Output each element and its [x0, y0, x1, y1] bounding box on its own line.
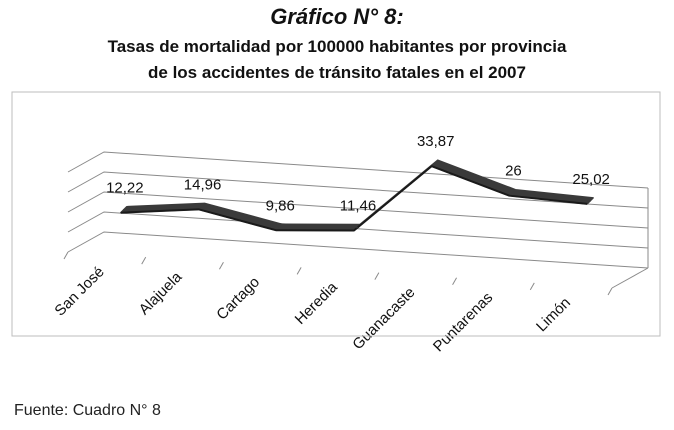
axis-tick	[218, 262, 224, 270]
series-line	[120, 165, 588, 232]
axis-tick	[141, 256, 147, 265]
chart-title: Tasas de mortalidad por 100000 habitante…	[0, 34, 674, 86]
axis-tick	[296, 267, 302, 275]
data-point	[200, 205, 203, 208]
category-label: Limón	[533, 294, 574, 335]
gridline	[67, 191, 649, 229]
data-label: 25,02	[572, 171, 610, 188]
category-label: Guanacaste	[349, 284, 418, 353]
floor-edge	[611, 267, 649, 289]
category-label: Alajuela	[136, 268, 186, 318]
chart-title-line-1: Tasas de mortalidad por 100000 habitante…	[107, 37, 567, 56]
axis-tick	[529, 282, 535, 291]
axis-tick	[452, 277, 458, 285]
data-label: 12,22	[106, 180, 144, 197]
data-point	[589, 200, 591, 202]
category-label: San José	[51, 263, 107, 319]
data-label: 14,96	[184, 176, 222, 193]
plot-frame	[11, 91, 661, 337]
line-chart: 12,22 14,96 9,86 11,46 33,87 26 25,02 San José A…	[11, 91, 661, 355]
gridline	[67, 211, 649, 249]
data-point	[278, 226, 281, 229]
axis-tick	[374, 272, 380, 280]
category-label: Heredia	[292, 278, 342, 328]
data-label: 33,87	[417, 133, 455, 150]
data-label: 26	[505, 163, 522, 180]
chart-label: Gráfico N° 8:	[270, 4, 404, 29]
gridline	[67, 171, 649, 209]
axis-tick	[607, 287, 613, 296]
gridline	[67, 151, 649, 189]
axis-tick	[63, 251, 69, 260]
data-point	[511, 191, 514, 194]
gridline	[67, 231, 649, 269]
data-point	[433, 162, 436, 164]
source-note: Fuente: Cuadro N° 8	[14, 402, 161, 419]
data-label: 9,86	[266, 197, 295, 214]
chart-title-line-2: de los accidentes de tránsito fatales en…	[148, 63, 526, 82]
data-point	[356, 226, 358, 229]
category-label: Cartago	[213, 274, 263, 324]
data-label: 11,46	[340, 197, 376, 214]
category-label: Puntarenas	[430, 289, 496, 355]
data-point	[123, 208, 125, 211]
